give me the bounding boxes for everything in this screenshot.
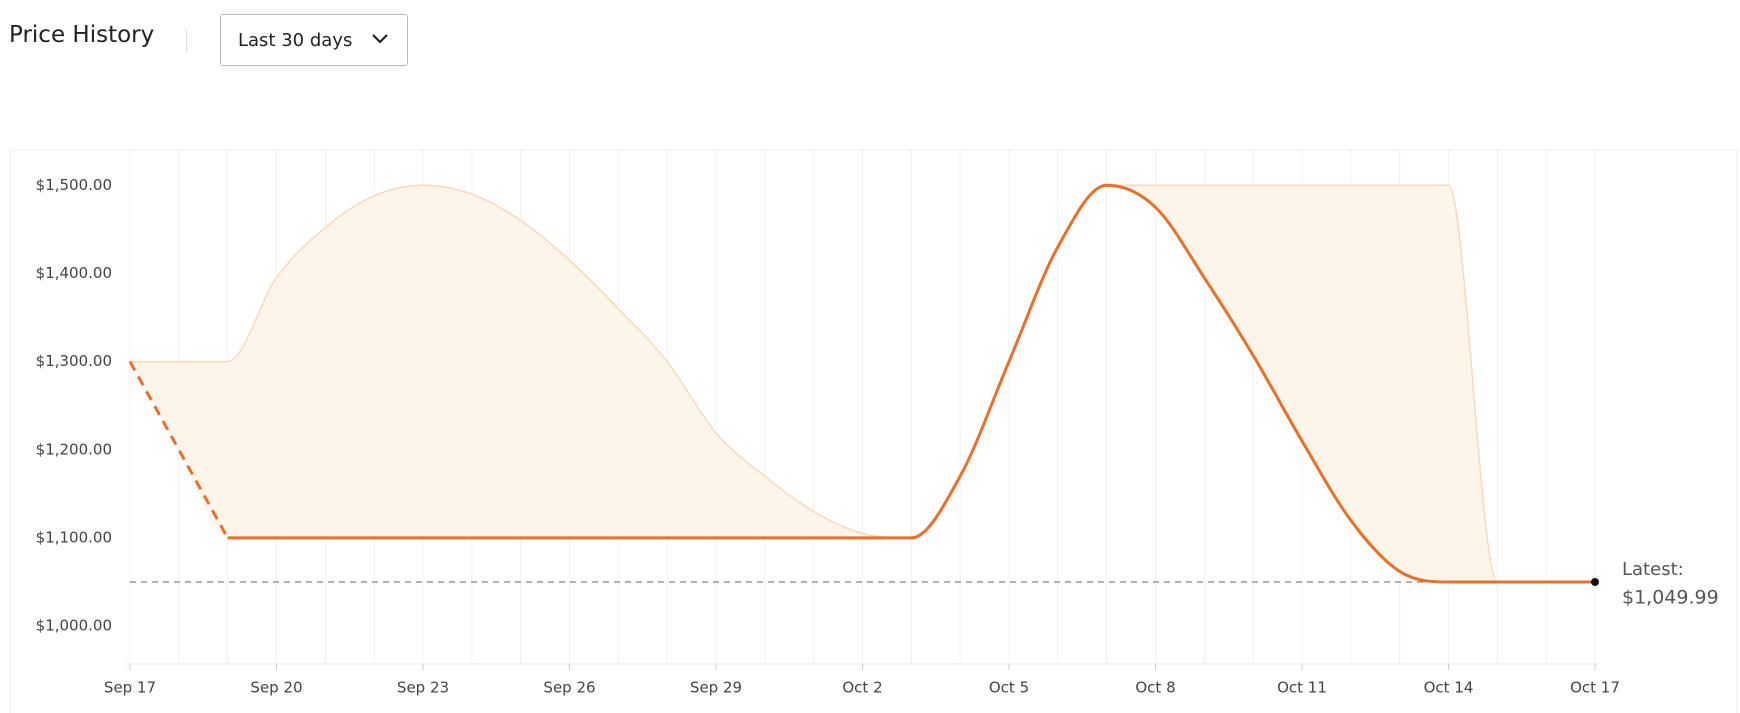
- x-tick-label: Oct 8: [1135, 679, 1175, 697]
- lowest-price-line: [227, 183, 1595, 584]
- y-tick-label: $1,400.00: [36, 264, 112, 282]
- x-tick-label: Oct 17: [1570, 679, 1620, 697]
- range-dropdown-label: Last 30 days: [238, 29, 353, 51]
- y-tick-label: $1,300.00: [36, 352, 112, 370]
- y-tick-label: $1,100.00: [36, 528, 112, 546]
- x-tick-label: Oct 14: [1424, 679, 1474, 697]
- latest-label: Latest:: [1622, 559, 1684, 580]
- x-tick-label: Oct 2: [842, 679, 882, 697]
- x-tick-label: Oct 11: [1277, 679, 1327, 697]
- x-tick-label: Sep 23: [397, 679, 449, 697]
- y-tick-label: $1,200.00: [36, 440, 112, 458]
- x-tick-label: Oct 5: [989, 679, 1029, 697]
- page-title: Price History: [9, 22, 155, 48]
- chart-frame: [9, 149, 1738, 713]
- y-tick-label: $1,000.00: [36, 617, 112, 635]
- y-tick-label: $1,500.00: [36, 176, 112, 194]
- x-tick-label: Sep 29: [690, 679, 742, 697]
- price-range-area: [130, 185, 1595, 583]
- x-tick-label: Sep 26: [543, 679, 595, 697]
- range-dropdown[interactable]: Last 30 days: [220, 14, 408, 66]
- x-tick-label: Sep 17: [104, 679, 156, 697]
- divider: [186, 30, 187, 52]
- chevron-icon: [372, 34, 388, 44]
- latest-value: $1,049.99: [1622, 587, 1719, 609]
- lowest-price-line-dashed: [128, 360, 229, 539]
- latest-point: [1591, 578, 1599, 587]
- x-tick-label: Sep 20: [250, 679, 302, 697]
